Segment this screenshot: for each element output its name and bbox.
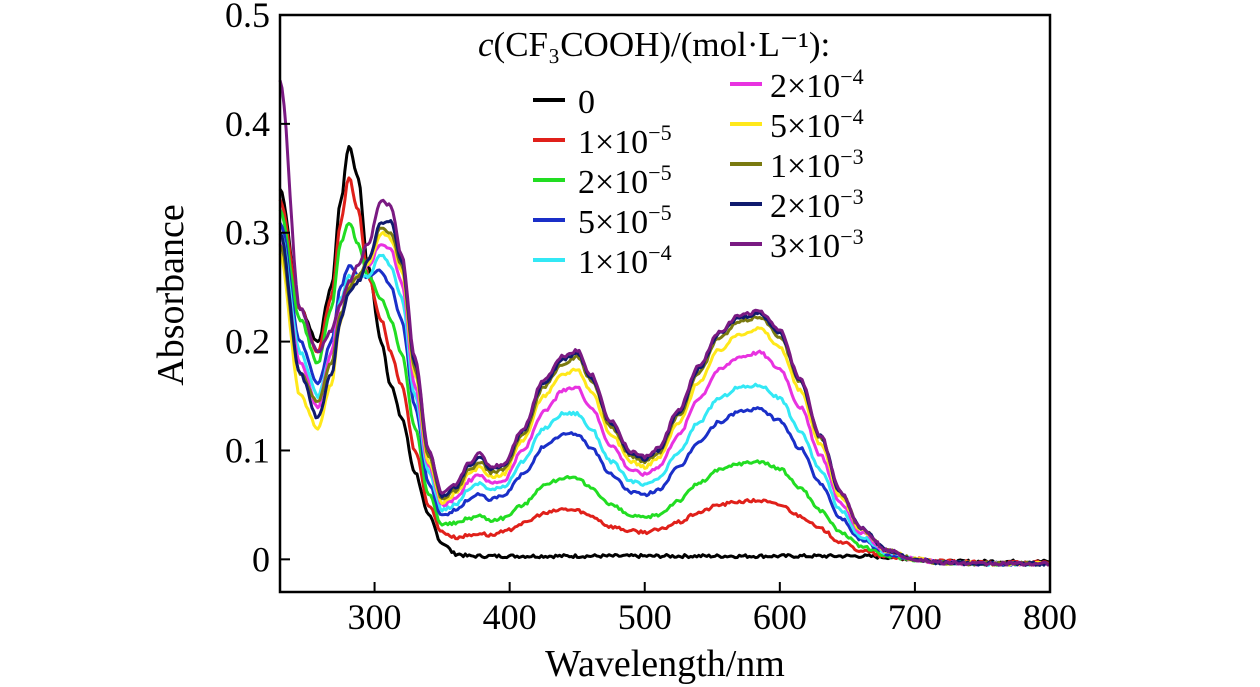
legend-label-base: 3×10 [770,228,840,265]
x-tick-label: 800 [1023,597,1077,637]
legend-label: 5×10−5 [578,200,672,241]
legend-label: 1×10−3 [770,144,864,185]
legend-label-exponent: −4 [840,104,863,129]
legend-label-base: 2×10 [770,188,840,225]
legend-title: c(CF₃COOH)/(mol·L⁻¹): [478,25,830,64]
legend-label-base: 1×10 [578,244,648,281]
legend-label-exponent: −3 [840,184,863,209]
legend-label: 2×10−3 [770,184,864,225]
legend-label-base: 1×10 [578,124,648,161]
y-tick-label: 0.4 [225,104,270,144]
legend-label-base: 1×10 [770,148,840,185]
legend-label-exponent: −4 [648,240,671,265]
legend: 01×10−52×10−55×10−51×10−42×10−45×10−41×1… [533,64,864,281]
x-tick-label: 700 [888,597,942,637]
legend-label: 2×10−4 [770,64,864,105]
x-tick-label: 500 [618,597,672,637]
y-tick-label: 0.3 [225,213,270,253]
legend-title-rest: (CF₃COOH)/(mol·L⁻¹): [494,25,831,64]
y-tick-label: 0.5 [225,0,270,35]
y-tick-label: 0.2 [225,322,270,362]
legend-label: 5×10−4 [770,104,864,145]
legend-label-exponent: −4 [840,64,863,89]
y-axis: 0 0.1 0.2 0.3 0.4 0.5 [225,0,290,579]
legend-label-exponent: −5 [648,200,671,225]
legend-label: 1×10−4 [578,240,672,281]
series-layer [278,79,1051,567]
legend-label-exponent: −3 [840,144,863,169]
y-axis-label: Absorbance [150,204,192,385]
legend-label-base: 2×10 [578,164,648,201]
x-tick-label: 600 [753,597,807,637]
y-tick-label: 0.1 [225,430,270,470]
legend-label-base: 0 [578,84,595,121]
y-tick-label: 0 [252,539,270,579]
series-line [278,79,1051,567]
legend-title-italic: c [478,25,494,64]
legend-label-base: 5×10 [578,204,648,241]
legend-label-exponent: −3 [840,224,863,249]
x-axis: 300 400 500 600 700 800 [348,582,1077,637]
x-axis-label: Wavelength/nm [545,643,785,685]
legend-label: 1×10−5 [578,120,672,161]
plot-frame [278,13,1052,594]
legend-label-base: 2×10 [770,68,840,105]
x-tick-label: 300 [348,597,402,637]
legend-label-exponent: −5 [648,120,671,145]
legend-label: 0 [578,84,595,121]
legend-label: 3×10−3 [770,224,864,265]
series-line [278,242,1051,567]
legend-label-exponent: −5 [648,160,671,185]
legend-label: 2×10−5 [578,160,672,201]
x-tick-label: 400 [483,597,537,637]
legend-label-base: 5×10 [770,108,840,145]
